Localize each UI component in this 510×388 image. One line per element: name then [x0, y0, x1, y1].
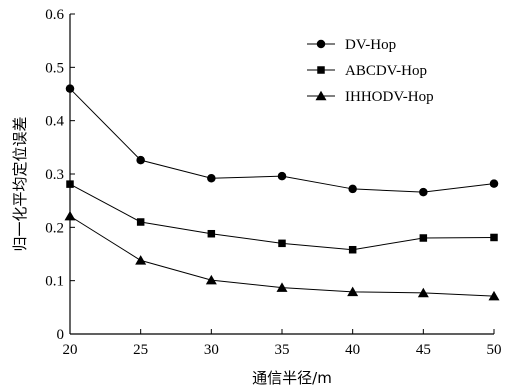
data-point — [64, 210, 76, 221]
x-tick-label: 50 — [487, 342, 502, 358]
data-point — [347, 286, 359, 297]
legend-marker — [315, 90, 327, 101]
data-point — [488, 290, 500, 301]
data-point — [348, 245, 357, 254]
legend-label: DV-Hop — [345, 37, 396, 53]
data-point — [136, 155, 145, 165]
x-axis-label: 通信半径/m — [252, 369, 332, 387]
data-point — [490, 233, 498, 242]
data-point — [205, 274, 217, 285]
legend-item: DV-Hop — [307, 37, 396, 53]
y-tick-label: 0.6 — [45, 7, 64, 23]
y-tick-label: 0 — [57, 327, 65, 343]
series-abcdv-hop — [66, 180, 498, 254]
y-tick-label: 0.5 — [45, 60, 64, 76]
x-tick-label: 20 — [63, 342, 78, 358]
data-point — [419, 187, 428, 197]
x-tick-label: 45 — [416, 342, 431, 358]
legend: DV-Hop ABCDV-Hop IHHODV-Hop — [307, 37, 434, 105]
legend-label: IHHODV-Hop — [345, 89, 434, 105]
legend-item: IHHODV-Hop — [307, 89, 434, 105]
plot-area — [64, 84, 500, 301]
y-tick-label: 0.1 — [45, 274, 64, 290]
data-point — [419, 234, 428, 242]
data-point — [348, 184, 357, 194]
y-tick-label: 0.4 — [45, 114, 64, 130]
data-point — [276, 282, 288, 292]
x-tick-label: 40 — [345, 342, 360, 358]
series-ihhodv-hop — [64, 210, 500, 301]
series-dv-hop — [65, 84, 499, 197]
data-point — [489, 179, 499, 188]
data-point — [207, 174, 216, 183]
data-point — [135, 255, 147, 265]
data-point — [277, 171, 287, 181]
legend-label: ABCDV-Hop — [345, 63, 427, 79]
axes: 0 0.1 0.2 0.3 0.4 0.5 0.6 20 25 30 35 40 45 50 — [45, 7, 501, 358]
data-point — [417, 287, 429, 298]
legend-marker — [316, 39, 326, 49]
y-axis-label: 归一化平均定位误差 — [11, 116, 29, 251]
legend-item: ABCDV-Hop — [307, 63, 427, 79]
y-tick-label: 0.3 — [45, 167, 64, 183]
data-point — [65, 84, 75, 93]
x-tick-label: 30 — [204, 342, 219, 358]
x-tick-label: 35 — [275, 342, 290, 358]
x-tick-label: 25 — [133, 342, 148, 358]
data-point — [278, 239, 286, 248]
data-point — [136, 218, 145, 226]
data-point — [66, 180, 74, 188]
y-tick-label: 0.2 — [45, 220, 64, 236]
data-point — [207, 229, 216, 238]
legend-marker — [317, 66, 325, 74]
